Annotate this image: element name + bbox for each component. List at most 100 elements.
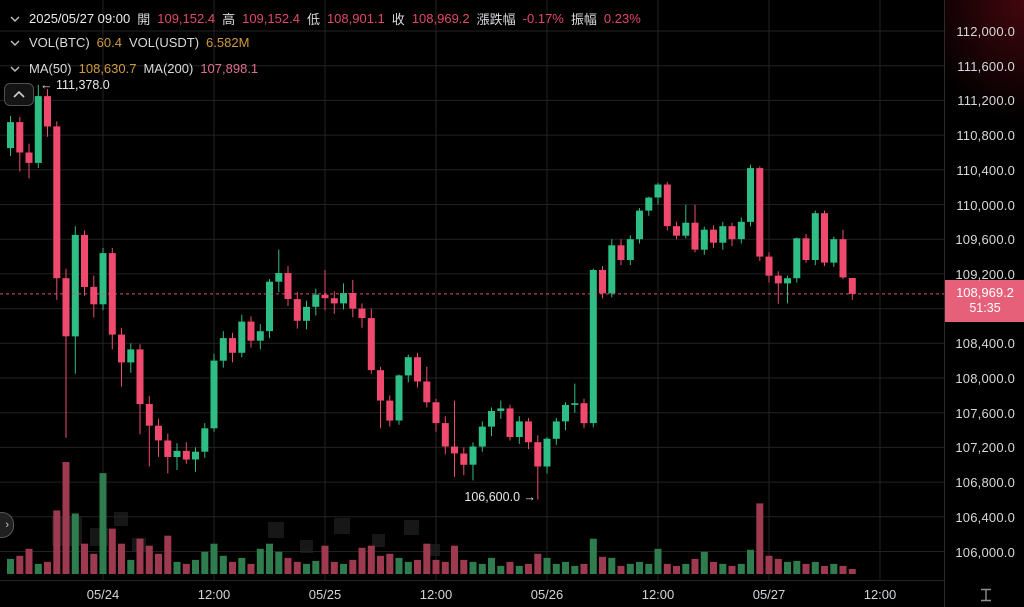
volume-bar	[358, 547, 366, 574]
candle-body	[312, 294, 320, 307]
candle-body	[488, 411, 495, 427]
high-value: 109,152.4	[242, 11, 300, 26]
candle-body	[793, 238, 801, 279]
time-tick-label: 12:00	[863, 587, 897, 602]
candle-body	[182, 450, 190, 460]
price-tick-label: 111,600.0	[957, 58, 1015, 74]
candle-body	[830, 239, 838, 263]
volume-bar	[266, 543, 273, 574]
volume-bar	[377, 555, 384, 574]
watermark-block	[428, 544, 440, 556]
candle-body	[229, 338, 236, 353]
candle-body	[617, 245, 625, 260]
collapse-legend-button[interactable]	[4, 83, 34, 106]
volume-bar	[62, 462, 70, 574]
candle-body	[728, 226, 736, 240]
chevron-down-icon[interactable]	[8, 12, 22, 26]
volume-bar	[34, 563, 42, 574]
volume-bar	[460, 559, 468, 574]
volume-bar	[164, 535, 172, 574]
volume-bar	[451, 545, 458, 574]
candle-body	[478, 426, 486, 447]
volume-bar	[414, 559, 421, 574]
candle-body	[821, 213, 828, 263]
watermark-block	[114, 512, 128, 526]
chevron-down-icon[interactable]	[8, 36, 22, 50]
volume-bar	[312, 560, 320, 574]
watermark-block	[268, 522, 284, 538]
volume-bar	[386, 553, 394, 574]
candle-body	[330, 298, 338, 304]
price-tick-label: 110,400.0	[956, 162, 1015, 178]
price-scale-icon[interactable]	[976, 587, 996, 603]
volume-bar	[330, 561, 338, 574]
volume-bar	[349, 559, 357, 574]
candle-body	[543, 438, 551, 467]
candle-body	[654, 184, 662, 198]
candle-body	[164, 440, 172, 457]
candle-body	[663, 184, 671, 227]
volume-bar	[432, 559, 440, 574]
volume-bar	[654, 548, 662, 574]
volume-bar	[173, 561, 181, 574]
candle-body	[395, 375, 403, 421]
volume-bar	[478, 563, 486, 574]
candle-body	[515, 421, 523, 437]
candle-body	[303, 306, 310, 321]
volume-bar	[728, 565, 736, 574]
volume-bar	[423, 543, 431, 574]
watermark-block	[334, 518, 350, 534]
volume-bar	[645, 563, 653, 574]
volume-bar	[663, 563, 671, 574]
candle-body	[636, 210, 643, 240]
candle-body	[737, 221, 745, 240]
chevron-down-icon[interactable]	[8, 62, 22, 76]
watermark-block	[300, 540, 313, 553]
watermark-block	[372, 534, 385, 547]
volume-bar	[118, 543, 125, 574]
volume-bar	[155, 553, 162, 574]
volume-bar	[571, 565, 579, 574]
volume-bar	[617, 565, 625, 574]
volume-bar	[395, 557, 403, 574]
candle-body	[710, 229, 717, 243]
candle-body	[774, 275, 782, 284]
volume-bar	[673, 565, 680, 574]
volume-bar	[765, 555, 773, 574]
candle-body	[626, 239, 634, 260]
candle-body	[145, 404, 153, 426]
candle-body	[266, 281, 273, 332]
ma50-value: 108,630.7	[78, 61, 137, 76]
price-axis[interactable]: 108,969.2 51:35 112,000.0 111,600.0 111,20…	[944, 0, 1024, 607]
volume-bar	[589, 538, 597, 574]
candle-body	[192, 451, 199, 460]
volume-bar	[284, 557, 292, 574]
volume-bar	[636, 561, 643, 574]
volume-bar	[839, 565, 847, 574]
time-axis[interactable]: 05/24 12:00 05/25 12:00 05/26 12:00 05/27 12:00	[0, 580, 944, 607]
volume-bar	[127, 559, 135, 574]
amplitude-label: 振幅	[570, 12, 597, 27]
volume-bar	[25, 548, 33, 574]
time-tick-label: 12:00	[197, 587, 231, 602]
volume-bar	[756, 503, 764, 574]
candle-body	[293, 299, 301, 321]
low-label: 低	[306, 12, 320, 27]
price-annotation: ← 111,378.0	[40, 78, 110, 92]
volume-bar	[256, 548, 264, 574]
volume-bar	[552, 563, 560, 574]
vol-usdt-value: 6.582M	[206, 35, 250, 50]
volume-bar	[682, 563, 690, 574]
price-tick-label: 110,000.0	[956, 197, 1015, 213]
price-tick-label: 107,600.0	[955, 405, 1015, 421]
candle-body	[25, 152, 33, 163]
candle-body	[238, 321, 246, 353]
change-label: 漲跌幅	[476, 12, 516, 27]
volume-bar	[830, 563, 838, 574]
candlestick-chart[interactable]: ← 111,378.0 106,600.0 →	[0, 0, 944, 580]
price-tick-label: 109,600.0	[955, 232, 1015, 248]
volume-bar	[515, 565, 523, 574]
candle-body	[34, 96, 42, 163]
candle-body	[469, 446, 477, 465]
